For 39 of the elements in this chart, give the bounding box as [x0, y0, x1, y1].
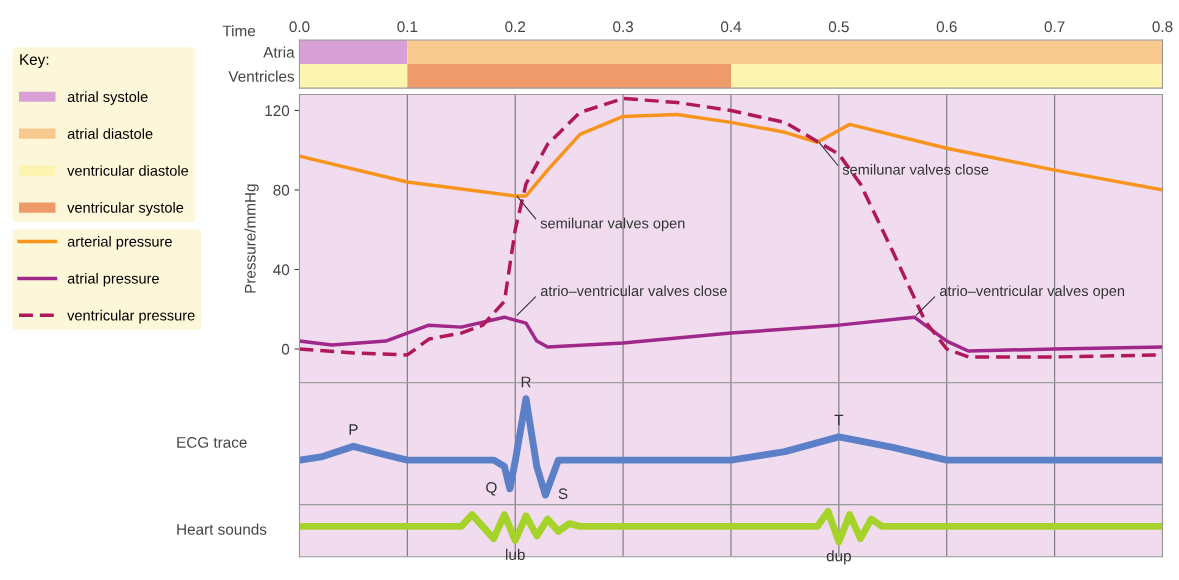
annotation: R	[521, 376, 531, 388]
annotation: Q	[486, 482, 497, 496]
x-tick-label: 0.4	[720, 21, 742, 33]
legend-label: atrial pressure	[67, 272, 159, 287]
y-tick-label: 40	[273, 264, 290, 276]
annotation: S	[558, 488, 568, 500]
x-tick-label: 0.6	[936, 21, 957, 33]
annotation: lub	[506, 548, 525, 561]
line-series	[299, 112, 1163, 198]
y-tick-label: Atria	[263, 46, 295, 58]
x-tick-label: 0.7	[1044, 21, 1065, 33]
legend-label: ventricular diastole	[67, 165, 189, 176]
x-tick-label: 0.3	[613, 21, 634, 33]
x-tick-label: 0.0	[289, 21, 310, 33]
annotation: T	[834, 414, 844, 426]
annotation: semilunar valves open	[540, 217, 685, 232]
annotation: atrio–ventricular valves close	[540, 285, 727, 297]
legend-label: ventricular pressure	[67, 309, 195, 324]
annotation: semilunar valves close	[842, 164, 989, 175]
legend-label: atrial systole	[67, 91, 148, 105]
y-axis-title: Pressure/mmHg	[244, 184, 259, 293]
y-tick-label: 80	[273, 184, 290, 196]
y-tick-label: 120	[265, 105, 290, 117]
x-tick-label: 0.5	[828, 21, 849, 33]
x-tick-label: 0.2	[505, 21, 526, 33]
x-axis-title: Time	[222, 25, 256, 37]
y-axis-title: ECG trace	[177, 436, 247, 448]
annotation: dup	[826, 550, 851, 565]
y-tick-label: Ventricles	[228, 70, 295, 82]
legend-title: Key:	[20, 54, 49, 68]
y-axis-title: Heart sounds	[177, 523, 267, 535]
x-tick-label: 0.8	[1152, 21, 1173, 33]
legend-label: atrial diastole	[67, 128, 153, 139]
y-tick-label: 0	[281, 343, 290, 355]
annotation: P	[349, 424, 358, 435]
line-series	[299, 315, 1163, 353]
legend-label: ventricular systole	[67, 202, 184, 216]
legend-label: arterial pressure	[67, 236, 172, 250]
x-tick-label: 0.1	[397, 21, 418, 33]
